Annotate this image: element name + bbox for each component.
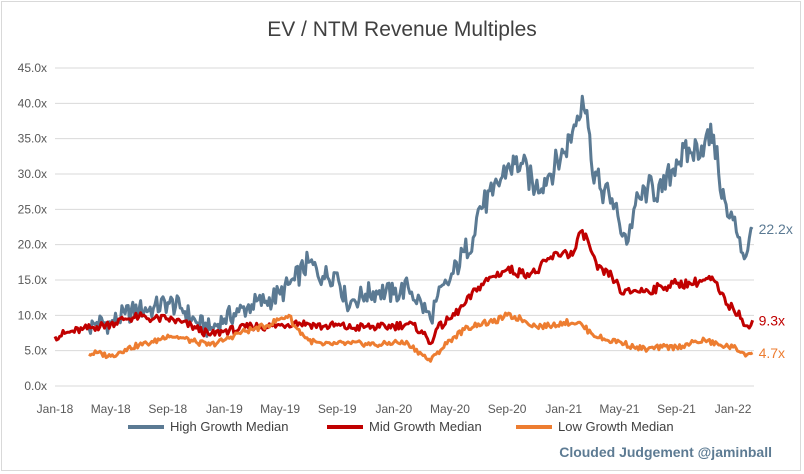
y-tick-label: 5.0x [24, 344, 47, 358]
x-tick-label: Jan-20 [375, 402, 412, 416]
legend-swatch-high-growth [128, 424, 164, 429]
x-tick-label: May-20 [430, 402, 470, 416]
x-tick-label: Jan-18 [37, 402, 74, 416]
legend-item-high-growth: High Growth Median [128, 419, 289, 434]
x-tick-label: Sep-18 [148, 402, 187, 416]
y-tick-label: 0.0x [24, 379, 47, 393]
x-tick-label: May-18 [91, 402, 131, 416]
y-tick-label: 20.0x [18, 238, 47, 252]
x-tick-label: Jan-22 [715, 402, 752, 416]
legend-item-mid-growth: Mid Growth Median [327, 419, 482, 434]
x-tick-label: May-21 [599, 402, 639, 416]
end-label-low-growth-median: 4.7x [759, 345, 785, 361]
legend-label-mid-growth: Mid Growth Median [369, 419, 482, 434]
y-tick-label: 10.0x [18, 308, 47, 322]
chart-legend: High Growth Median Mid Growth Median Low… [0, 419, 804, 437]
legend-swatch-mid-growth [327, 424, 363, 429]
x-tick-label: Jan-19 [206, 402, 243, 416]
legend-label-high-growth: High Growth Median [170, 419, 289, 434]
y-tick-label: 15.0x [18, 273, 47, 287]
legend-label-low-growth: Low Growth Median [558, 419, 674, 434]
series-line-low-growth-median [88, 311, 754, 363]
credit-text: Clouded Judgement @jaminball [559, 444, 772, 460]
y-tick-label: 35.0x [18, 132, 47, 146]
y-tick-label: 40.0x [18, 96, 47, 110]
end-label-high-growth-median: 22.2x [759, 221, 793, 237]
series-line-high-growth-median [87, 94, 754, 338]
y-tick-label: 25.0x [18, 202, 47, 216]
x-tick-label: Sep-20 [488, 402, 527, 416]
series-line-mid-growth-median [53, 229, 755, 346]
x-tick-label: Sep-21 [657, 402, 696, 416]
legend-swatch-low-growth [516, 424, 552, 429]
end-label-mid-growth-median: 9.3x [759, 312, 785, 328]
x-tick-label: May-19 [260, 402, 300, 416]
y-tick-label: 45.0x [18, 61, 47, 75]
legend-item-low-growth: Low Growth Median [516, 419, 674, 434]
chart-title: EV / NTM Revenue Multiples [267, 18, 537, 41]
y-tick-label: 30.0x [18, 167, 47, 181]
x-tick-label: Sep-19 [318, 402, 357, 416]
x-tick-label: Jan-21 [545, 402, 582, 416]
